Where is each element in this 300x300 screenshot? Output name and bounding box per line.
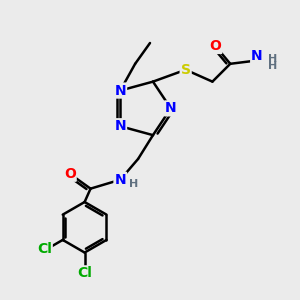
Text: H: H: [268, 54, 277, 64]
Text: N: N: [115, 173, 126, 187]
Text: N: N: [115, 84, 126, 98]
Text: N: N: [115, 119, 126, 133]
Text: N: N: [165, 101, 177, 116]
Text: S: S: [181, 63, 191, 77]
Text: H: H: [268, 61, 277, 71]
Text: Cl: Cl: [77, 266, 92, 280]
Text: H: H: [129, 179, 138, 189]
Text: Cl: Cl: [37, 242, 52, 256]
Text: O: O: [64, 167, 76, 181]
Text: N: N: [251, 50, 263, 63]
Text: O: O: [209, 39, 221, 53]
